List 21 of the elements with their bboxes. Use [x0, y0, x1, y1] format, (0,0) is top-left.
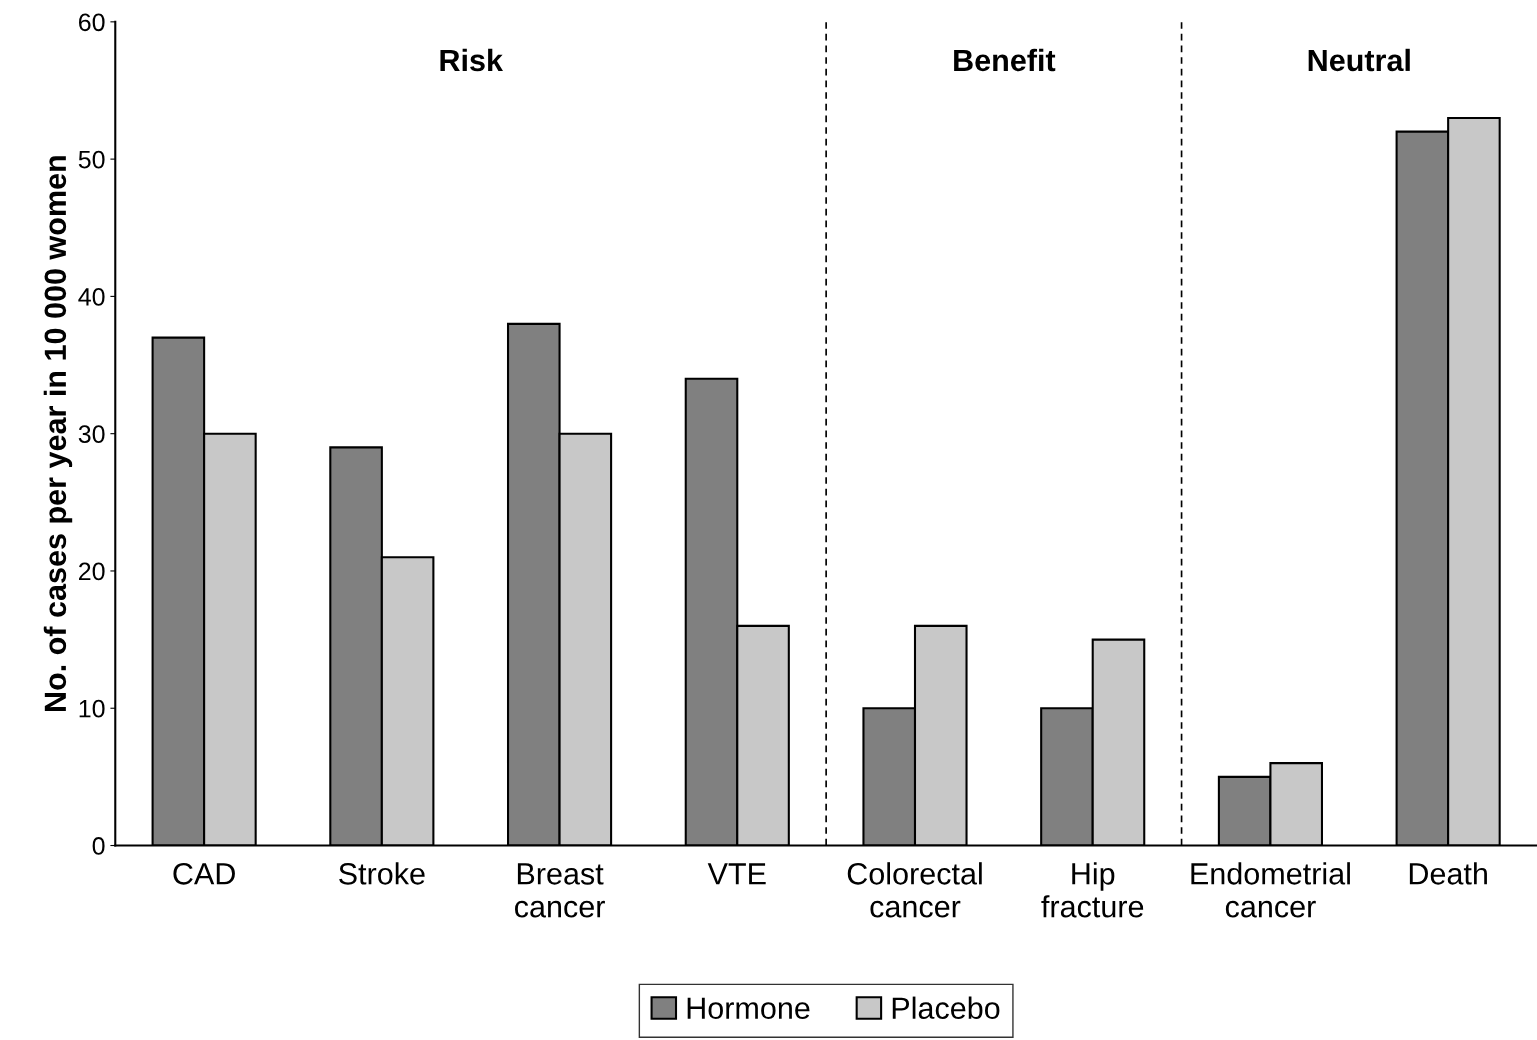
x-tick-label: Stroke [339, 862, 425, 885]
y-tick-label: 40 [78, 288, 105, 306]
annotation: Benefit [954, 48, 1056, 72]
legend-label: Hormone [687, 997, 810, 1020]
y-tick-label: 20 [79, 562, 105, 581]
annotation: Neutral [1308, 48, 1410, 72]
x-tick-label: Hip fracture [1041, 862, 1144, 918]
x-tick-label: CAD [173, 862, 235, 885]
legend-label: Placebo [892, 996, 1000, 1020]
x-tick-label: Endometrial cancer [1191, 862, 1350, 918]
y-tick-label: 60 [79, 13, 105, 32]
y-tick-label: 30 [78, 425, 105, 443]
x-tick-label: Death [1409, 862, 1487, 885]
x-tick-label: Colorectal cancer [847, 862, 982, 918]
y-axis-title: No. of cases per year in 10 000 women [43, 156, 73, 711]
x-tick-label: VTE [707, 863, 766, 885]
y-tick-label: 50 [78, 150, 105, 169]
y-tick-label: 10 [79, 699, 105, 718]
x-tick-label: Breast cancer [515, 863, 605, 918]
annotation: Risk [440, 48, 504, 72]
y-tick-label: 0 [92, 837, 105, 855]
